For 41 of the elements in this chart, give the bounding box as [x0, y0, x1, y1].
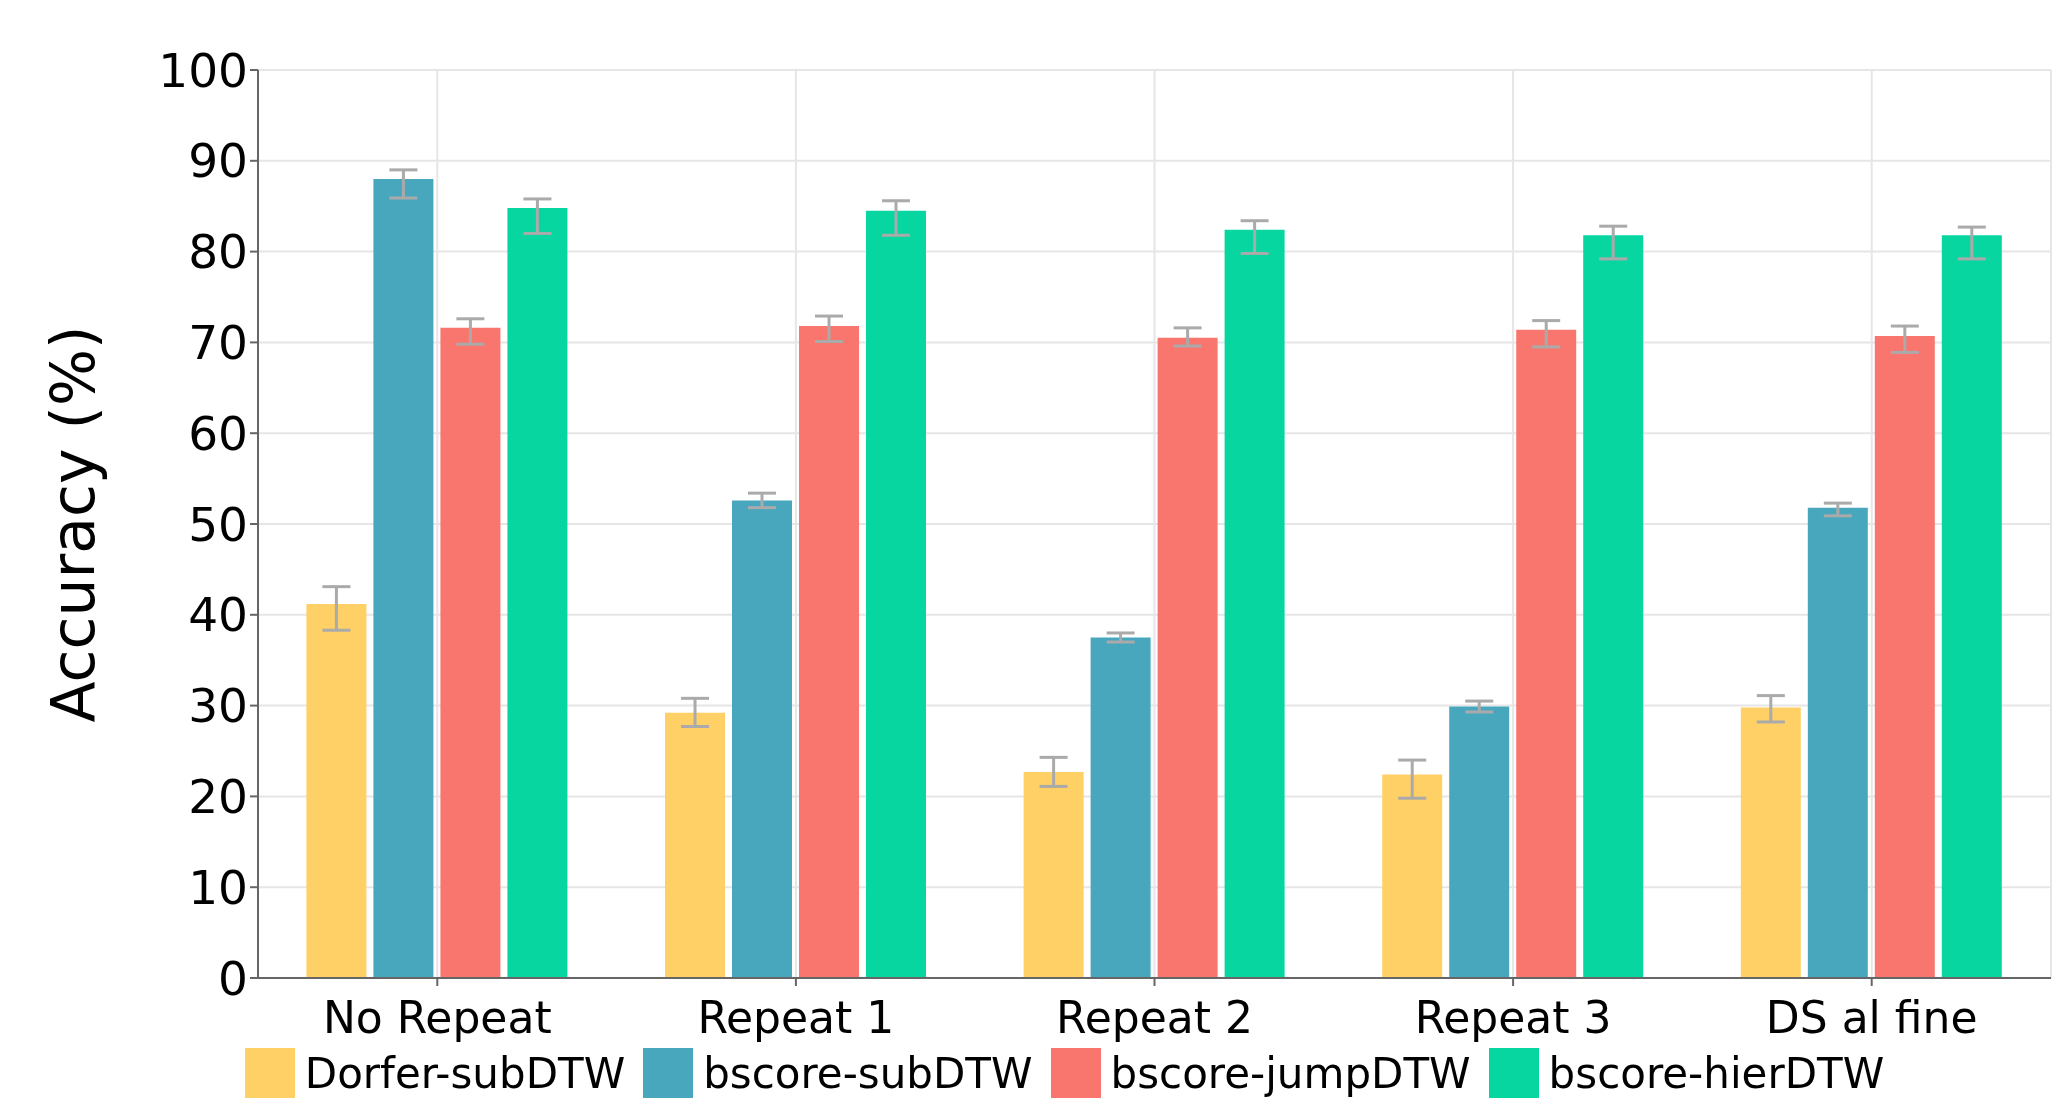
- bar: [1874, 336, 1935, 978]
- bar: [1807, 507, 1868, 978]
- bar: [732, 500, 793, 978]
- bar: [799, 326, 860, 978]
- bar: [866, 210, 927, 978]
- bar: [665, 712, 726, 978]
- y-tick-label: 30: [188, 678, 248, 734]
- y-tick-label: 0: [218, 950, 248, 1006]
- x-tick-label: Repeat 3: [1414, 992, 1612, 1044]
- bar: [1382, 774, 1443, 978]
- legend-label: bscore-hierDTW: [1548, 1048, 1885, 1098]
- bar: [507, 208, 568, 978]
- x-tick-label: No Repeat: [322, 992, 552, 1044]
- y-tick-label: 80: [188, 224, 248, 280]
- bar: [440, 327, 501, 978]
- y-tick-label: 90: [188, 133, 248, 189]
- y-tick-label: 70: [188, 315, 248, 371]
- bar: [1740, 707, 1801, 978]
- bar: [1941, 235, 2002, 978]
- bar: [1157, 337, 1218, 978]
- x-tick-label: Repeat 1: [697, 992, 895, 1044]
- y-tick-label: 40: [188, 587, 248, 643]
- bar: [1224, 229, 1285, 978]
- legend-label: bscore-subDTW: [703, 1048, 1033, 1098]
- legend-label: bscore-jumpDTW: [1110, 1048, 1471, 1098]
- x-tick-label: DS al fine: [1765, 992, 1978, 1044]
- legend-label: Dorfer-subDTW: [304, 1048, 626, 1098]
- bar: [1516, 329, 1577, 978]
- y-tick-label: 100: [158, 42, 248, 98]
- bar: [1449, 706, 1510, 978]
- y-axis-title: Accuracy (%): [38, 325, 109, 723]
- y-tick-label: 60: [188, 405, 248, 461]
- x-tick-label: Repeat 2: [1056, 992, 1253, 1044]
- y-tick-label: 50: [188, 496, 248, 552]
- y-tick-label: 10: [188, 859, 248, 915]
- bar: [1583, 235, 1644, 978]
- bar: [306, 603, 367, 978]
- y-tick-label: 20: [188, 769, 248, 825]
- bar: [373, 178, 434, 978]
- bar: [1090, 637, 1151, 978]
- bar: [1023, 771, 1084, 978]
